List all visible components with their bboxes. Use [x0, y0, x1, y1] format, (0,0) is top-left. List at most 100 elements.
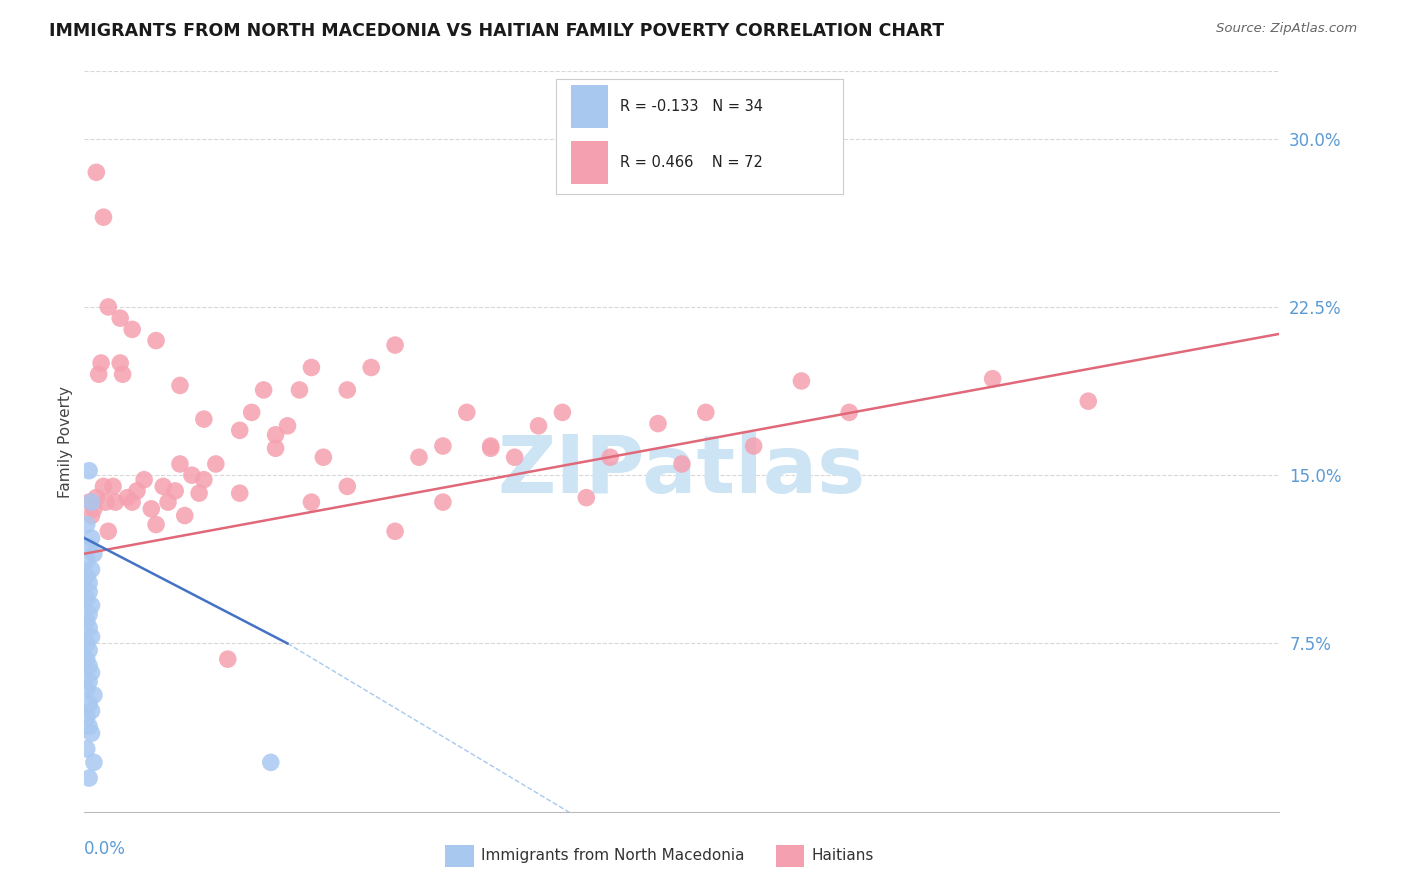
- Point: [742, 439, 765, 453]
- Point: [77, 621, 100, 635]
- Point: [83, 756, 105, 770]
- Point: [83, 547, 105, 561]
- Point: [264, 442, 287, 456]
- Point: [77, 674, 100, 689]
- Point: [77, 540, 100, 554]
- Text: ZIPatlas: ZIPatlas: [498, 432, 866, 510]
- Point: [360, 360, 382, 375]
- Point: [80, 665, 103, 680]
- Point: [647, 417, 669, 431]
- Point: [87, 368, 110, 382]
- Point: [141, 501, 163, 516]
- Point: [83, 501, 105, 516]
- Point: [97, 524, 120, 539]
- Point: [264, 427, 287, 442]
- Point: [169, 457, 191, 471]
- Text: Haitians: Haitians: [811, 848, 875, 863]
- Point: [336, 479, 359, 493]
- Point: [1077, 394, 1099, 409]
- Point: [575, 491, 598, 505]
- Y-axis label: Family Poverty: Family Poverty: [58, 385, 73, 498]
- Point: [408, 450, 430, 465]
- Point: [132, 473, 156, 487]
- Point: [117, 491, 139, 505]
- Point: [76, 636, 98, 650]
- Point: [76, 569, 98, 583]
- Point: [456, 405, 478, 419]
- Point: [104, 495, 127, 509]
- Point: [77, 575, 100, 590]
- Point: [551, 405, 574, 419]
- Point: [253, 383, 276, 397]
- Point: [93, 479, 115, 493]
- Point: [101, 479, 124, 493]
- Point: [77, 719, 100, 733]
- Point: [86, 165, 108, 179]
- Point: [80, 531, 103, 545]
- Point: [165, 483, 187, 498]
- Point: [599, 450, 621, 465]
- Point: [173, 508, 195, 523]
- Point: [77, 643, 100, 657]
- Bar: [446, 845, 474, 867]
- Point: [260, 756, 283, 770]
- Point: [479, 442, 502, 456]
- Point: [288, 383, 311, 397]
- Point: [90, 356, 112, 370]
- Point: [111, 368, 134, 382]
- Point: [76, 742, 98, 756]
- Point: [80, 508, 103, 523]
- Point: [157, 495, 180, 509]
- Point: [145, 517, 167, 532]
- Point: [229, 486, 252, 500]
- Text: Source: ZipAtlas.com: Source: ZipAtlas.com: [1216, 22, 1357, 36]
- Point: [86, 491, 108, 505]
- Point: [83, 688, 105, 702]
- Point: [527, 418, 550, 433]
- Point: [110, 356, 132, 370]
- Point: [76, 652, 98, 666]
- Point: [790, 374, 813, 388]
- Point: [193, 473, 215, 487]
- Point: [80, 704, 103, 718]
- Point: [77, 659, 100, 673]
- Point: [479, 439, 502, 453]
- Point: [121, 495, 143, 509]
- Point: [695, 405, 717, 419]
- Text: 0.0%: 0.0%: [84, 840, 127, 858]
- Point: [93, 210, 115, 224]
- Point: [277, 418, 299, 433]
- Point: [169, 378, 191, 392]
- Point: [384, 338, 406, 352]
- Point: [301, 360, 323, 375]
- Point: [80, 562, 103, 576]
- Point: [838, 405, 860, 419]
- Point: [121, 322, 143, 336]
- Point: [97, 300, 120, 314]
- Point: [80, 495, 103, 509]
- Point: [94, 495, 117, 509]
- Text: Immigrants from North Macedonia: Immigrants from North Macedonia: [481, 848, 744, 863]
- Point: [76, 710, 98, 724]
- Point: [336, 383, 359, 397]
- Point: [384, 524, 406, 539]
- Point: [181, 468, 204, 483]
- Point: [217, 652, 239, 666]
- Point: [77, 697, 100, 711]
- Point: [110, 311, 132, 326]
- Point: [76, 553, 98, 567]
- Point: [77, 464, 100, 478]
- Point: [981, 372, 1004, 386]
- Point: [77, 607, 100, 622]
- Point: [80, 599, 103, 613]
- Point: [432, 439, 454, 453]
- Point: [503, 450, 526, 465]
- Point: [301, 495, 323, 509]
- Point: [76, 681, 98, 696]
- Point: [80, 630, 103, 644]
- Point: [152, 479, 174, 493]
- Point: [193, 412, 215, 426]
- Point: [125, 483, 148, 498]
- Point: [77, 585, 100, 599]
- Point: [145, 334, 167, 348]
